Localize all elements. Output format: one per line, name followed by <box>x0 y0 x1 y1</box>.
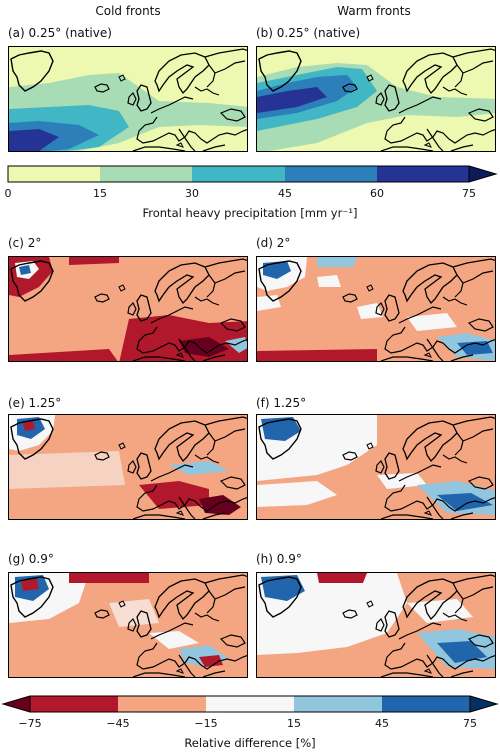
map-panel-c <box>8 256 248 362</box>
colorbar-bottom-tick-5: 75 <box>463 717 477 730</box>
colorbar-top-tick-0: 0 <box>4 187 12 200</box>
colorbar-precipitation <box>7 165 498 183</box>
panel-label-d: (d) 2° <box>256 236 291 250</box>
colorbar-bottom-label: Relative difference [%] <box>184 736 316 750</box>
map-panel-d <box>256 256 496 362</box>
panel-label-c: (c) 2° <box>8 236 42 250</box>
colorbar-top-segment-4 <box>285 166 377 182</box>
colorbar-top-segment-2 <box>100 166 192 182</box>
panel-label-h: (h) 0.9° <box>256 552 302 566</box>
colorbar-relative-difference <box>1 695 499 713</box>
colorbar-top-tick-2: 30 <box>185 187 199 200</box>
colorbar-bottom-tick-0: −75 <box>18 717 42 730</box>
colorbar-top-tick-5: 75 <box>462 187 476 200</box>
map-panel-e <box>8 414 248 520</box>
column-title-warm-fronts: Warm fronts <box>337 4 411 18</box>
colorbar-bottom-segment-5 <box>382 696 470 712</box>
colorbar-top-tick-4: 60 <box>370 187 384 200</box>
colorbar-bottom-segment-1 <box>30 696 118 712</box>
colorbar-top-tick-1: 15 <box>93 187 107 200</box>
panel-label-b: (b) 0.25° (native) <box>256 26 361 40</box>
colorbar-bottom-tick-4: 45 <box>375 717 389 730</box>
colorbar-bottom-segment-2 <box>118 696 206 712</box>
colorbar-top-segment-5 <box>377 166 469 182</box>
map-panel-f <box>256 414 496 520</box>
colorbar-top-segment-1 <box>8 166 100 182</box>
colorbar-top-extend-arrow <box>469 166 496 182</box>
colorbar-bottom-tick-3: 15 <box>287 717 301 730</box>
colorbar-bottom-tick-2: −15 <box>194 717 218 730</box>
map-panel-a <box>8 46 248 152</box>
map-panel-b <box>256 46 496 152</box>
colorbar-top-label: Frontal heavy precipitation [mm yr⁻¹] <box>142 206 358 220</box>
map-panel-h <box>256 572 496 678</box>
map-panel-g <box>8 572 248 678</box>
colorbar-bottom-tick-1: −45 <box>106 717 130 730</box>
panel-label-e: (e) 1.25° <box>8 396 62 410</box>
colorbar-top-tick-3: 45 <box>278 187 292 200</box>
panel-label-a: (a) 0.25° (native) <box>8 26 112 40</box>
column-title-cold-fronts: Cold fronts <box>95 4 161 18</box>
colorbar-top-segment-3 <box>192 166 285 182</box>
colorbar-bottom-extend-arrow-left <box>3 696 30 712</box>
panel-label-f: (f) 1.25° <box>256 396 307 410</box>
panel-label-g: (g) 0.9° <box>8 552 54 566</box>
colorbar-bottom-segment-3 <box>206 696 294 712</box>
colorbar-bottom-extend-arrow-right <box>470 696 497 712</box>
colorbar-bottom-segment-4 <box>294 696 382 712</box>
